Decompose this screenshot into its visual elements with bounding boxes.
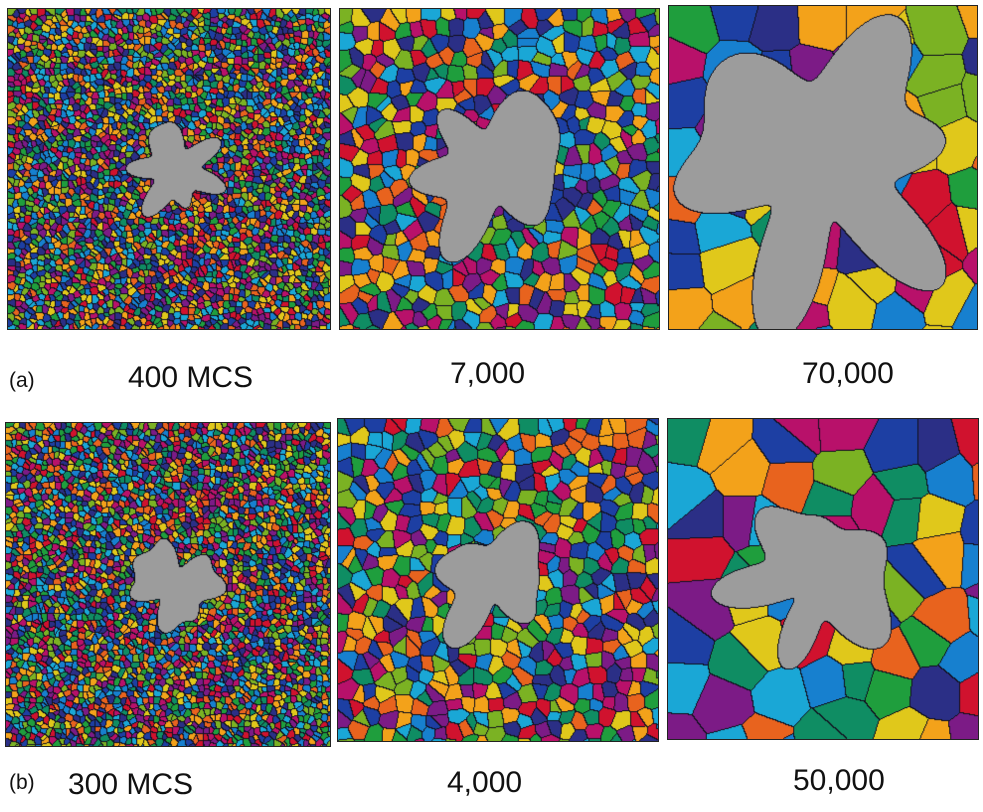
time-label-a-1: 400 MCS bbox=[128, 361, 254, 394]
time-label-a-2: 7,000 bbox=[450, 357, 526, 390]
panel-a-1 bbox=[7, 8, 331, 330]
grain-map-a-1 bbox=[8, 9, 330, 329]
grain-map-b-1 bbox=[6, 423, 330, 746]
panel-b-1 bbox=[5, 422, 331, 747]
row-label-b: (b) bbox=[9, 771, 35, 794]
grain-map-b-3 bbox=[668, 419, 978, 739]
row-label-a: (a) bbox=[9, 369, 35, 392]
grain-map-b-2 bbox=[338, 419, 658, 741]
grain-map-a-2 bbox=[340, 9, 659, 329]
time-label-b-1: 300 MCS bbox=[68, 768, 194, 801]
grain-map-a-3 bbox=[669, 6, 977, 329]
time-label-b-2: 4,000 bbox=[447, 766, 523, 799]
time-label-a-3: 70,000 bbox=[802, 357, 894, 390]
panel-b-2 bbox=[337, 418, 659, 742]
time-label-b-3: 50,000 bbox=[793, 764, 885, 797]
panel-b-3 bbox=[667, 418, 979, 740]
panel-a-2 bbox=[339, 8, 660, 330]
panel-a-3 bbox=[668, 5, 978, 330]
